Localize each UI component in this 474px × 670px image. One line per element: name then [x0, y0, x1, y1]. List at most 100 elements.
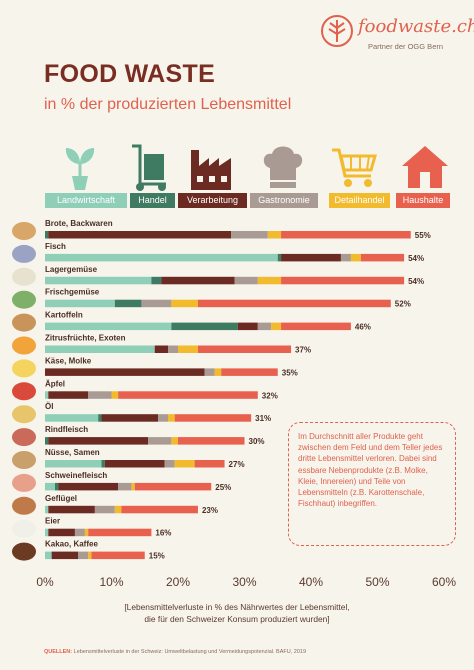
bar-segment — [231, 231, 268, 239]
bar-segment — [118, 482, 132, 491]
bar-segment — [281, 322, 351, 331]
legend-detailhandel: Detailhandel — [329, 193, 390, 208]
bar-segment — [340, 253, 351, 262]
x-tick-label: 40% — [299, 575, 323, 589]
total-label: 54% — [408, 254, 424, 263]
food-item-icon — [12, 290, 36, 309]
x-tick-label: 30% — [232, 575, 256, 589]
bar-segment — [54, 482, 59, 491]
bar-segment — [168, 345, 178, 353]
bar-segment — [45, 551, 52, 560]
bar-segment — [45, 505, 49, 514]
bar-segment — [78, 551, 89, 560]
category-label: Frischgemüse — [45, 288, 100, 297]
plant-icon — [65, 148, 95, 190]
food-item-icon — [12, 313, 36, 332]
bar-segment — [48, 505, 95, 514]
source-text: Lebensmittelverluste in der Schweiz: Umw… — [73, 649, 307, 655]
bar-segment — [48, 437, 149, 445]
bar-segment — [45, 276, 152, 285]
brand-name: foodwaste.ch — [358, 16, 474, 37]
bar-segment — [88, 391, 112, 399]
bar-segment — [48, 231, 232, 239]
page-subtitle: in % der produzierten Lebensmittel — [44, 96, 292, 113]
bar-segment — [101, 414, 159, 422]
food-item-icon — [12, 267, 36, 286]
bar-segment — [45, 414, 99, 422]
total-label: 35% — [282, 368, 298, 377]
bar-segment — [141, 299, 172, 308]
info-note: Im Durchschnitt aller Produkte geht zwis… — [288, 422, 456, 546]
bar-segment — [164, 460, 175, 468]
bar-segment — [171, 437, 178, 445]
factory-icon — [191, 150, 231, 190]
category-label: Schweinefleisch — [45, 471, 107, 480]
category-label: Kartoffeln — [45, 311, 83, 320]
bar-segment — [178, 437, 245, 445]
source-label: QUELLEN: — [44, 649, 73, 655]
x-tick-label: 0% — [36, 575, 54, 589]
bar-segment — [178, 345, 198, 353]
bar-segment — [154, 345, 169, 353]
bar-segment — [118, 391, 258, 399]
food-item-icon — [12, 496, 36, 515]
bar-segment — [45, 482, 55, 491]
bar-segment — [134, 482, 212, 491]
bar-segment — [94, 505, 115, 514]
source-line: QUELLEN: Lebensmittelverluste in der Sch… — [44, 649, 306, 655]
food-item-icon — [12, 428, 36, 447]
page-title: FOOD WASTE — [44, 60, 216, 88]
bar-segment — [45, 299, 115, 308]
bar-segment — [161, 276, 235, 285]
legend-gastronomie: Gastronomie — [250, 193, 318, 208]
bar-segment — [131, 482, 135, 491]
bar-segment — [45, 528, 49, 537]
bar-segment — [45, 368, 205, 376]
bar-segment — [360, 253, 405, 262]
bar-segment — [45, 231, 49, 239]
shopping-cart-icon — [332, 148, 377, 187]
brand-partner: Partner der OGG Bern — [368, 42, 444, 51]
bar-segment — [151, 276, 162, 285]
bar-segment — [281, 276, 405, 285]
food-item-icon — [12, 222, 36, 240]
bar-segment — [171, 299, 198, 308]
bar-segment — [221, 368, 278, 376]
legend-verarbeitung: Verarbeitung — [178, 193, 247, 208]
x-axis-label: [Lebensmittelverluste in % des Nährwerte… — [92, 601, 382, 625]
category-label: Lagergemüse — [45, 265, 98, 274]
total-label: 27% — [229, 460, 245, 469]
hand-truck-icon — [132, 144, 166, 191]
food-item-icon — [12, 359, 36, 378]
bar-segment — [197, 345, 292, 353]
bar-segment — [88, 551, 92, 560]
total-label: 16% — [155, 529, 171, 538]
bar-segment — [48, 391, 89, 399]
food-item-icon — [12, 336, 36, 355]
legend-landwirtschaft: Landwirtschaft — [45, 193, 127, 208]
category-label: Kakao, Kaffee — [45, 540, 98, 549]
total-label: 46% — [355, 323, 371, 332]
category-label: Brote, Backwaren — [45, 219, 113, 228]
bar-segment — [114, 505, 122, 514]
bar-segment — [101, 460, 105, 468]
bar-segment — [168, 414, 175, 422]
total-label: 15% — [149, 552, 165, 561]
food-item-icon — [12, 542, 36, 561]
bar-segment — [45, 345, 155, 353]
legend-haushalte: Haushalte — [396, 193, 450, 208]
bar-segment — [98, 414, 102, 422]
legend-handel: Handel — [130, 193, 175, 208]
total-label: 52% — [395, 300, 411, 309]
food-item-icon — [12, 473, 36, 492]
bar-segment — [171, 322, 238, 331]
bar-segment — [257, 322, 272, 331]
food-item-icon — [12, 451, 36, 469]
bar-segment — [237, 322, 258, 331]
category-label: Fisch — [45, 242, 66, 251]
bar-segment — [121, 505, 198, 514]
food-item-icon — [12, 382, 36, 401]
x-axis-label-line-1: [Lebensmittelverluste in % des Nährwerte… — [124, 602, 350, 612]
category-label: Äpfel — [45, 379, 65, 388]
house-icon — [402, 146, 448, 188]
